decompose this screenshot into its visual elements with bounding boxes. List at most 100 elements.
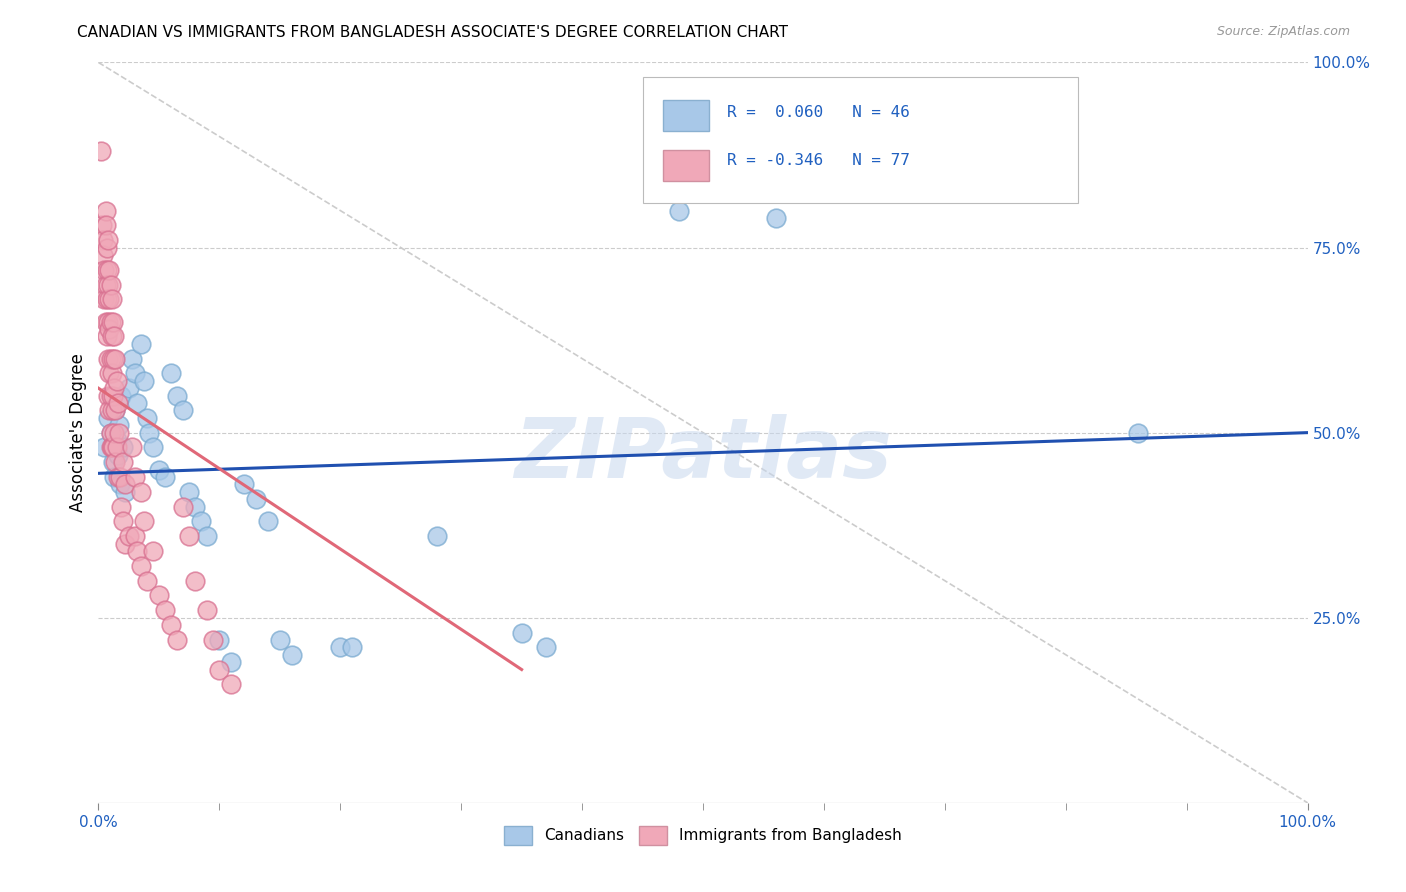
Point	[166, 632, 188, 647]
Point	[100, 367, 122, 381]
Point	[108, 477, 131, 491]
Point	[134, 515, 156, 529]
Point	[100, 314, 122, 328]
Point	[103, 425, 125, 440]
Point	[118, 381, 141, 395]
Point	[98, 367, 121, 381]
Point	[129, 558, 152, 573]
Point	[172, 500, 194, 514]
Point	[93, 262, 115, 277]
Point	[135, 574, 157, 588]
Point	[93, 293, 115, 307]
Point	[96, 329, 118, 343]
Point	[96, 240, 118, 255]
Point	[148, 589, 170, 603]
Point	[118, 529, 141, 543]
Point	[329, 640, 352, 655]
Point	[100, 425, 122, 440]
Point	[160, 618, 183, 632]
Point	[91, 219, 114, 233]
Point	[97, 388, 120, 402]
Point	[190, 515, 212, 529]
Point	[124, 470, 146, 484]
Y-axis label: Associate's Degree: Associate's Degree	[69, 353, 87, 512]
Point	[100, 441, 122, 455]
Point	[184, 574, 207, 588]
Point	[202, 632, 225, 647]
FancyBboxPatch shape	[664, 100, 709, 131]
Point	[208, 632, 231, 647]
Point	[94, 203, 117, 218]
Point	[110, 500, 132, 514]
Point	[134, 374, 156, 388]
Point	[104, 403, 127, 417]
Point	[510, 625, 533, 640]
Point	[107, 470, 129, 484]
Point	[107, 396, 129, 410]
Legend: Canadians, Immigrants from Bangladesh: Canadians, Immigrants from Bangladesh	[498, 820, 908, 851]
Point	[166, 388, 188, 402]
Point	[121, 351, 143, 366]
Point	[111, 515, 134, 529]
Point	[90, 145, 112, 159]
Point	[172, 403, 194, 417]
FancyBboxPatch shape	[643, 78, 1078, 203]
Point	[153, 603, 176, 617]
Point	[100, 425, 122, 440]
Point	[98, 322, 121, 336]
Point	[765, 211, 787, 225]
Point	[105, 433, 128, 447]
Point	[256, 515, 278, 529]
Point	[108, 470, 131, 484]
Point	[97, 314, 120, 328]
Point	[91, 233, 114, 247]
Text: Source: ZipAtlas.com: Source: ZipAtlas.com	[1216, 25, 1350, 38]
Point	[91, 248, 114, 262]
Point	[221, 655, 243, 669]
Point	[96, 262, 118, 277]
Point	[97, 410, 120, 425]
Text: ZIPatlas: ZIPatlas	[515, 414, 891, 495]
Point	[98, 403, 121, 417]
Point	[179, 484, 201, 499]
Point	[195, 603, 218, 617]
Point	[97, 277, 120, 292]
Point	[110, 388, 132, 402]
Point	[142, 544, 165, 558]
Point	[221, 677, 243, 691]
Point	[138, 425, 160, 440]
Point	[114, 536, 136, 550]
Point	[101, 441, 124, 455]
Point	[148, 462, 170, 476]
Point	[245, 492, 267, 507]
Point	[94, 277, 117, 292]
Point	[108, 425, 131, 440]
Point	[100, 277, 122, 292]
Point	[426, 529, 449, 543]
Point	[108, 418, 131, 433]
Point	[105, 374, 128, 388]
Point	[104, 351, 127, 366]
Point	[111, 455, 134, 469]
Point	[1128, 425, 1150, 440]
Point	[98, 262, 121, 277]
Point	[153, 470, 176, 484]
Point	[101, 351, 124, 366]
Point	[100, 388, 122, 402]
Point	[281, 648, 304, 662]
Point	[107, 448, 129, 462]
Point	[269, 632, 291, 647]
Point	[124, 529, 146, 543]
Point	[105, 441, 128, 455]
Point	[124, 367, 146, 381]
Point	[97, 233, 120, 247]
Point	[100, 351, 122, 366]
Point	[668, 203, 690, 218]
Point	[142, 441, 165, 455]
Point	[103, 470, 125, 484]
Point	[232, 477, 254, 491]
Point	[114, 477, 136, 491]
Point	[100, 441, 122, 455]
Point	[103, 329, 125, 343]
Point	[101, 314, 124, 328]
